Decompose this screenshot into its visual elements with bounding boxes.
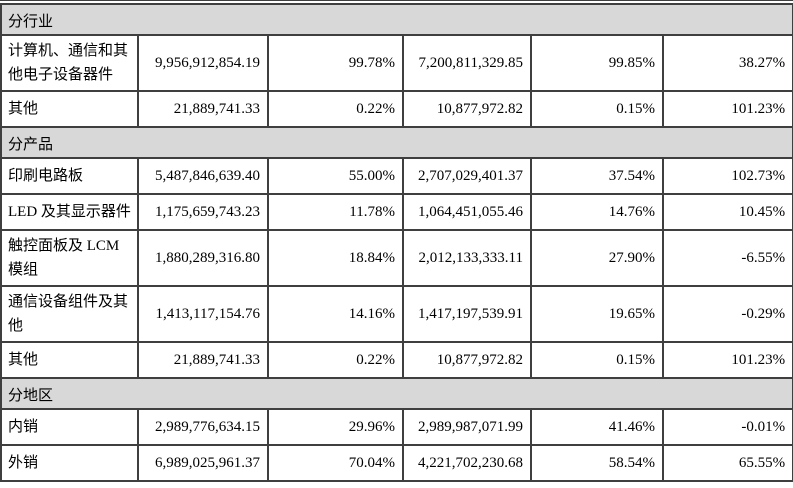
table-row: LED 及其显示器件 1,175,659,743.23 11.78% 1,064,45… (0, 193, 793, 231)
prior-period-share-pct: 0.15% (530, 90, 664, 128)
prior-period-value: 10,877,972.82 (402, 90, 532, 128)
section-header-row: 分地区 (0, 377, 793, 410)
section-header-label: 分行业 (0, 3, 793, 36)
prior-period-value: 4,221,702,230.68 (402, 444, 532, 482)
revenue-value: 2,989,776,634.15 (137, 408, 269, 446)
row-label: 计算机、通信和其他电子设备器件 (0, 34, 139, 92)
revenue-share-pct: 14.16% (267, 285, 404, 343)
prior-period-share-pct: 37.54% (530, 157, 664, 195)
revenue-breakdown-table-body: 分行业 计算机、通信和其他电子设备器件 9,956,912,854.19 99.78%… (0, 3, 793, 482)
section-header-row: 分产品 (0, 126, 793, 159)
revenue-share-pct: 70.04% (267, 444, 404, 482)
revenue-share-pct: 18.84% (267, 229, 404, 287)
revenue-share-pct: 55.00% (267, 157, 404, 195)
table-row: 触控面板及 LCM 模组 1,880,289,316.80 18.84% 2,012,… (0, 229, 793, 287)
yoy-change-pct: -6.55% (661, 229, 793, 287)
yoy-change-pct: 65.55% (661, 444, 793, 482)
prior-period-share-pct: 14.76% (530, 193, 664, 231)
prior-period-value: 1,417,197,539.91 (402, 285, 532, 343)
yoy-change-pct: 101.23% (661, 90, 793, 128)
prior-period-share-pct: 0.15% (530, 341, 664, 379)
revenue-share-pct: 29.96% (267, 408, 404, 446)
revenue-value: 1,175,659,743.23 (137, 193, 269, 231)
prior-period-value: 10,877,972.82 (402, 341, 532, 379)
revenue-share-pct: 0.22% (267, 341, 404, 379)
prior-period-share-pct: 19.65% (530, 285, 664, 343)
row-label: 其他 (0, 341, 139, 379)
revenue-value: 1,413,117,154.76 (137, 285, 269, 343)
row-label: 通信设备组件及其他 (0, 285, 139, 343)
prior-period-share-pct: 99.85% (530, 34, 664, 92)
row-label: 触控面板及 LCM 模组 (0, 229, 139, 287)
revenue-value: 1,880,289,316.80 (137, 229, 269, 287)
table-row: 计算机、通信和其他电子设备器件 9,956,912,854.19 99.78% 7,2… (0, 34, 793, 92)
prior-period-value: 1,064,451,055.46 (402, 193, 532, 231)
table-row: 其他 21,889,741.33 0.22% 10,877,972.82 0.15% 10… (0, 341, 793, 379)
yoy-change-pct: -0.29% (661, 285, 793, 343)
yoy-change-pct: 101.23% (661, 341, 793, 379)
row-label: 外销 (0, 444, 139, 482)
yoy-change-pct: 38.27% (661, 34, 793, 92)
revenue-share-pct: 99.78% (267, 34, 404, 92)
yoy-change-pct: 102.73% (661, 157, 793, 195)
prior-period-value: 2,989,987,071.99 (402, 408, 532, 446)
revenue-breakdown-table: 分行业 计算机、通信和其他电子设备器件 9,956,912,854.19 99.78%… (0, 3, 793, 482)
table-row: 内销 2,989,776,634.15 29.96% 2,989,987,071.99… (0, 408, 793, 446)
prior-period-value: 2,012,133,333.11 (402, 229, 532, 287)
revenue-value: 21,889,741.33 (137, 90, 269, 128)
prior-period-value: 7,200,811,329.85 (402, 34, 532, 92)
revenue-value: 9,956,912,854.19 (137, 34, 269, 92)
revenue-value: 6,989,025,961.37 (137, 444, 269, 482)
table-row: 其他 21,889,741.33 0.22% 10,877,972.82 0.15% 10… (0, 90, 793, 128)
revenue-share-pct: 0.22% (267, 90, 404, 128)
table-row: 印刷电路板 5,487,846,639.40 55.00% 2,707,029,401… (0, 157, 793, 195)
table-row: 通信设备组件及其他 1,413,117,154.76 14.16% 1,417,197… (0, 285, 793, 343)
revenue-share-pct: 11.78% (267, 193, 404, 231)
row-label: 印刷电路板 (0, 157, 139, 195)
prior-period-share-pct: 58.54% (530, 444, 664, 482)
row-label: 其他 (0, 90, 139, 128)
yoy-change-pct: 10.45% (661, 193, 793, 231)
section-header-row: 分行业 (0, 3, 793, 36)
table-row: 外销 6,989,025,961.37 70.04% 4,221,702,230.68… (0, 444, 793, 482)
table-top-rule (0, 0, 793, 1)
revenue-value: 5,487,846,639.40 (137, 157, 269, 195)
section-header-label: 分地区 (0, 377, 793, 410)
prior-period-value: 2,707,029,401.37 (402, 157, 532, 195)
section-header-label: 分产品 (0, 126, 793, 159)
revenue-value: 21,889,741.33 (137, 341, 269, 379)
prior-period-share-pct: 41.46% (530, 408, 664, 446)
row-label: 内销 (0, 408, 139, 446)
row-label: LED 及其显示器件 (0, 193, 139, 231)
prior-period-share-pct: 27.90% (530, 229, 664, 287)
yoy-change-pct: -0.01% (661, 408, 793, 446)
